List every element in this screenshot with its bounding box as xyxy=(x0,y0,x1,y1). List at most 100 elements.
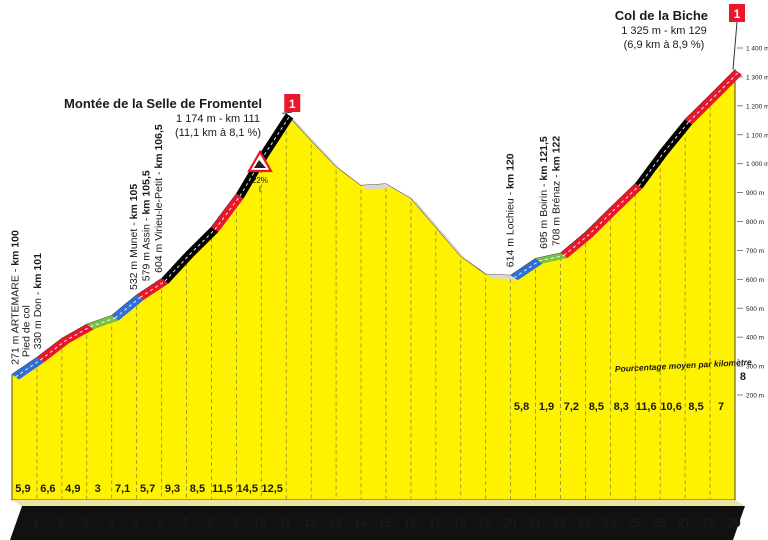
km-label: 14 xyxy=(353,516,367,530)
segment-centerline xyxy=(114,297,141,319)
climb-detail: 1 174 m - km 111 xyxy=(176,113,260,125)
gradient-label: 5,7 xyxy=(140,483,155,495)
y-tick-label: 400 m xyxy=(746,335,764,342)
km-label: 7 xyxy=(182,516,189,530)
km-label: 28 xyxy=(702,516,716,530)
waypoint-label: 271 m ARTEMARE - km 100 xyxy=(10,230,22,365)
segment-centerline xyxy=(90,317,116,328)
gradient-label: 7,1 xyxy=(115,483,130,495)
climb-detail: (11,1 km à 8,1 %) xyxy=(175,127,261,139)
y-tick-label: 900 m xyxy=(746,190,764,197)
segment-centerline xyxy=(40,326,91,361)
climb-detail: 1 325 m - km 129 xyxy=(621,25,707,37)
y-tick-label: 700 m xyxy=(746,248,764,255)
km-label: 29 xyxy=(727,516,741,530)
y-tick-label: 600 m xyxy=(746,277,764,284)
km-label: 10 xyxy=(254,516,268,530)
gradient-label: 12,5 xyxy=(262,483,283,495)
segment-centerline xyxy=(563,185,640,256)
km-label: 26 xyxy=(653,516,667,530)
km-label: 21 xyxy=(528,516,542,530)
base-light-strip xyxy=(12,500,745,506)
km-label: 9 xyxy=(232,516,239,530)
gradient-label: 8 xyxy=(740,371,746,383)
km-label: 15 xyxy=(378,516,392,530)
waypoint-label: 330 m Don - km 101 xyxy=(32,253,44,349)
km-label: 8 xyxy=(207,516,214,530)
waypoint-label: 614 m Lochieu - km 120 xyxy=(504,153,516,267)
km-label: 22 xyxy=(553,516,567,530)
km-label: 17 xyxy=(428,516,442,530)
gradient-label: 11,5 xyxy=(212,483,233,495)
climb-name: Montée de la Selle de Fromentel xyxy=(64,96,262,111)
segment-centerline xyxy=(239,115,291,197)
km-label: 5 xyxy=(132,516,139,530)
km-label: 16 xyxy=(403,516,417,530)
waypoint-label: 695 m Boirin - km 121,5 xyxy=(538,136,550,249)
gradient-label: 10,6 xyxy=(660,401,681,413)
gradient-label: 9,3 xyxy=(165,483,180,495)
gradient-label: 3 xyxy=(95,483,101,495)
y-tick-label: 1 000 m xyxy=(746,161,768,168)
steep-sign-label: 22% xyxy=(252,176,268,185)
gradient-label: 8,5 xyxy=(589,401,604,413)
km-label: 3 xyxy=(82,516,89,530)
km-label: 25 xyxy=(628,516,642,530)
km-label: 12 xyxy=(303,516,317,530)
y-tick-label: 800 m xyxy=(746,219,764,226)
y-tick-label: 1 100 m xyxy=(746,132,768,139)
base-road xyxy=(10,506,745,540)
climb-category-flag xyxy=(284,94,301,112)
gradient-label: 8,3 xyxy=(614,401,629,413)
km-label: 23 xyxy=(578,516,592,530)
waypoint-label: Pied de col xyxy=(21,305,33,357)
km-label: 1 xyxy=(33,516,40,530)
segment-centerline xyxy=(513,260,540,279)
km-label: 13 xyxy=(328,516,342,530)
gradient-label: 7 xyxy=(718,401,724,413)
gradient-segment xyxy=(161,227,219,284)
climb-category: 1 xyxy=(734,7,741,21)
gradient-segment xyxy=(36,324,94,363)
y-tick-label: 300 m xyxy=(746,364,764,371)
gradient-label: 14,5 xyxy=(237,483,258,495)
y-tick-label: 1 300 m xyxy=(746,74,768,81)
segment-centerline xyxy=(638,121,689,187)
gradient-label: 1,9 xyxy=(539,401,554,413)
climb-pole xyxy=(732,21,738,70)
climb-name: Col de la Biche xyxy=(615,8,708,23)
waypoint-label: 708 m Brénaz - km 122 xyxy=(551,136,563,246)
gradient-label: 8,5 xyxy=(688,401,703,413)
km-label: 24 xyxy=(603,516,617,530)
km-label: 27 xyxy=(677,516,691,530)
waypoint-label: 579 m Assin - km 105,5 xyxy=(140,170,152,281)
km-label: 2 xyxy=(58,516,65,530)
segment-centerline xyxy=(15,359,41,378)
segment-centerline xyxy=(214,195,241,230)
km-label: 6 xyxy=(157,516,164,530)
segment-centerline xyxy=(164,229,216,282)
gradient-label: 4,9 xyxy=(65,483,80,495)
waypoint-label: 604 m Virieu-le-Petit - km 106,5 xyxy=(153,124,165,273)
y-tick-label: 1 400 m xyxy=(746,46,768,53)
km-label: 20 xyxy=(503,516,517,530)
gradient-label: 5,9 xyxy=(15,483,30,495)
km-label: 11 xyxy=(279,516,292,530)
gradient-label: 6,6 xyxy=(40,483,55,495)
gradient-label: 11,6 xyxy=(636,401,657,413)
segment-centerline xyxy=(139,280,166,298)
segment-centerline xyxy=(539,255,565,262)
climb-detail: (6,9 km à 8,9 %) xyxy=(624,39,705,51)
climb-pole xyxy=(282,111,293,114)
y-tick-label: 500 m xyxy=(746,306,764,313)
climb-category: 1 xyxy=(289,97,296,111)
profile-area xyxy=(11,68,736,501)
gradient-label: 7,2 xyxy=(564,401,579,413)
y-tick-label: 200 m xyxy=(746,393,764,400)
y-tick-label: 1 200 m xyxy=(746,103,768,110)
km-label: 18 xyxy=(453,516,467,530)
gradient-segment xyxy=(236,113,294,199)
km-label: 19 xyxy=(478,516,492,530)
